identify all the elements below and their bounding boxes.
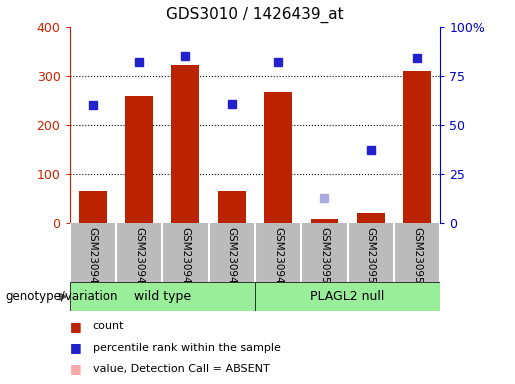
Text: percentile rank within the sample: percentile rank within the sample (93, 343, 281, 353)
Text: GSM230948: GSM230948 (227, 227, 237, 291)
Bar (79, 191, 107, 223)
Bar (171, 65, 199, 223)
Text: GSM230946: GSM230946 (134, 227, 144, 291)
Text: GSM230952: GSM230952 (412, 227, 422, 291)
Text: GSM230945: GSM230945 (88, 227, 98, 291)
Text: value, Detection Call = ABSENT: value, Detection Call = ABSENT (93, 364, 269, 374)
Bar (125, 96, 153, 223)
Text: GSM230949: GSM230949 (273, 227, 283, 291)
Text: genotype/variation: genotype/variation (5, 290, 117, 303)
Text: count: count (93, 321, 124, 331)
Text: GSM230951: GSM230951 (366, 227, 376, 291)
Text: ■: ■ (70, 383, 81, 384)
Text: ■: ■ (70, 362, 81, 375)
Bar (218, 191, 246, 223)
Bar (70, 282, 255, 311)
Bar (357, 213, 385, 223)
Text: PLAGL2 null: PLAGL2 null (311, 290, 385, 303)
Title: GDS3010 / 1426439_at: GDS3010 / 1426439_at (166, 7, 344, 23)
Text: ■: ■ (70, 320, 81, 333)
Bar (311, 219, 338, 223)
Bar (255, 282, 440, 311)
Text: GSM230950: GSM230950 (319, 227, 330, 291)
Bar (264, 91, 292, 223)
Text: GSM230947: GSM230947 (180, 227, 191, 291)
Text: wild type: wild type (134, 290, 191, 303)
Text: ■: ■ (70, 341, 81, 354)
Bar (403, 71, 431, 223)
